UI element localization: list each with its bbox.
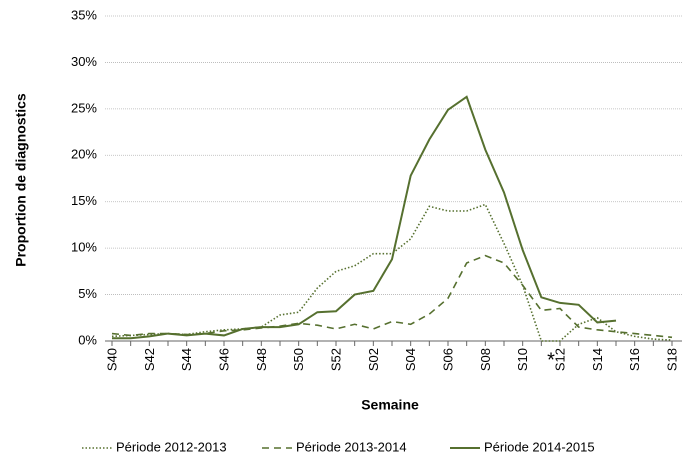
x-tick-label: S48 [254, 348, 269, 371]
y-tick-label: 15% [71, 193, 97, 208]
x-tick-label: S44 [179, 348, 194, 371]
series-line [111, 203, 673, 342]
x-tick-label: S52 [328, 348, 343, 371]
series-line [111, 254, 673, 339]
x-tick-label: S18 [664, 348, 679, 371]
x-tick-label: S46 [216, 348, 231, 371]
legend-label: Période 2013-2014 [296, 439, 407, 454]
x-axis-label: Semaine [361, 397, 419, 413]
legend-label: Période 2012-2013 [116, 439, 227, 454]
y-axis-label: Proportion de diagnostics [13, 93, 29, 267]
y-tick-label: 20% [71, 147, 97, 162]
y-tick-label: 35% [71, 7, 97, 22]
y-tick-label: 30% [71, 54, 97, 69]
x-tick-label: S08 [478, 348, 493, 371]
x-tick-label: S14 [590, 348, 605, 371]
x-tick-label: S40 [104, 348, 119, 371]
x-tick-label: S12 [552, 348, 567, 371]
x-tick-label: S06 [440, 348, 455, 371]
series-line [112, 95, 617, 340]
x-tick-label: S04 [403, 348, 418, 371]
y-tick-label: 10% [71, 240, 97, 255]
y-tick-label: 0% [78, 332, 97, 347]
x-tick-label: S50 [291, 348, 306, 371]
y-tick-label: 25% [71, 100, 97, 115]
x-tick-label: S16 [627, 348, 642, 371]
x-tick-label: S10 [515, 348, 530, 371]
annotation: * [547, 349, 555, 371]
x-tick-label: S42 [142, 348, 157, 371]
x-tick-label: S02 [366, 348, 381, 371]
legend-label: Période 2014-2015 [484, 439, 595, 454]
y-tick-label: 5% [78, 286, 97, 301]
